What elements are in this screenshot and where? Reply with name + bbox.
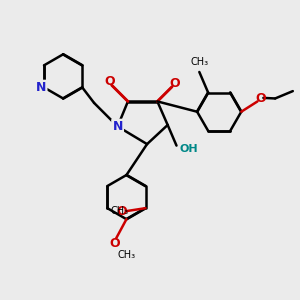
Text: O: O <box>117 205 127 218</box>
Text: N: N <box>112 120 123 133</box>
Text: O: O <box>104 75 115 88</box>
Text: O: O <box>169 77 180 90</box>
Text: N: N <box>36 81 46 94</box>
Text: O: O <box>110 237 120 250</box>
Text: CH₃: CH₃ <box>110 206 128 216</box>
Text: CH₃: CH₃ <box>118 250 136 260</box>
Text: OH: OH <box>179 143 198 154</box>
Text: O: O <box>255 92 266 105</box>
Text: CH₃: CH₃ <box>190 57 208 67</box>
